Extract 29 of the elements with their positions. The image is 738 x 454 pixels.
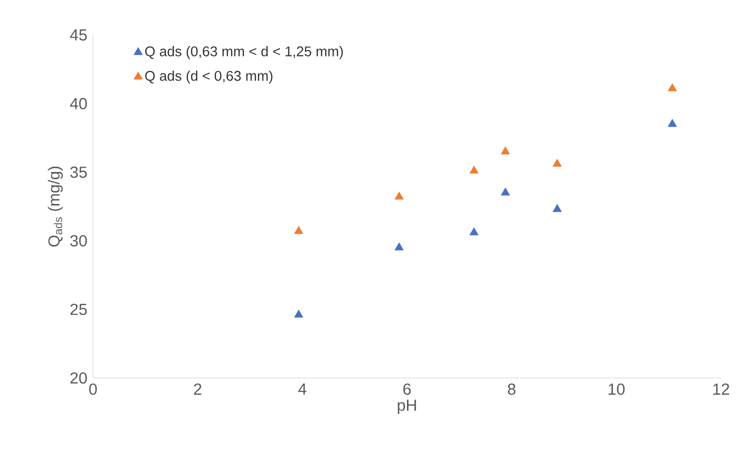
x-tick-label: 4	[298, 384, 306, 395]
y-tick-label: 20	[70, 372, 87, 384]
x-tick-label: 10	[608, 384, 625, 395]
point	[500, 188, 510, 196]
x-tick-label: 12	[713, 384, 730, 395]
point	[668, 83, 677, 92]
point	[469, 166, 479, 174]
x-tick-label: 6	[403, 384, 411, 395]
point	[394, 242, 404, 250]
y-tick-label: 35	[70, 166, 87, 178]
y-tick-label: 30	[70, 235, 87, 246]
point	[552, 204, 562, 212]
point	[469, 227, 479, 236]
point	[294, 310, 304, 318]
x-tick-label: 2	[194, 384, 202, 395]
y-tick-label: 25	[70, 304, 87, 316]
point	[394, 192, 404, 200]
x-tick-label: 8	[508, 384, 516, 395]
y-axis-title: Q$_{ads}$ (mg/g)	[48, 166, 63, 247]
point	[500, 146, 510, 154]
x-axis-title: pH	[398, 400, 416, 414]
y-tick-label: 45	[70, 29, 87, 41]
point	[668, 118, 677, 127]
legend-label: Q ads (d < 0,63 mm)	[145, 70, 272, 84]
point	[294, 226, 304, 234]
legend-label: Q ads (0,63 mm < d < 1,25 mm)	[145, 46, 343, 60]
x-tick-label: 0	[89, 384, 97, 395]
y-tick-label: 40	[70, 98, 87, 110]
point	[552, 158, 562, 167]
